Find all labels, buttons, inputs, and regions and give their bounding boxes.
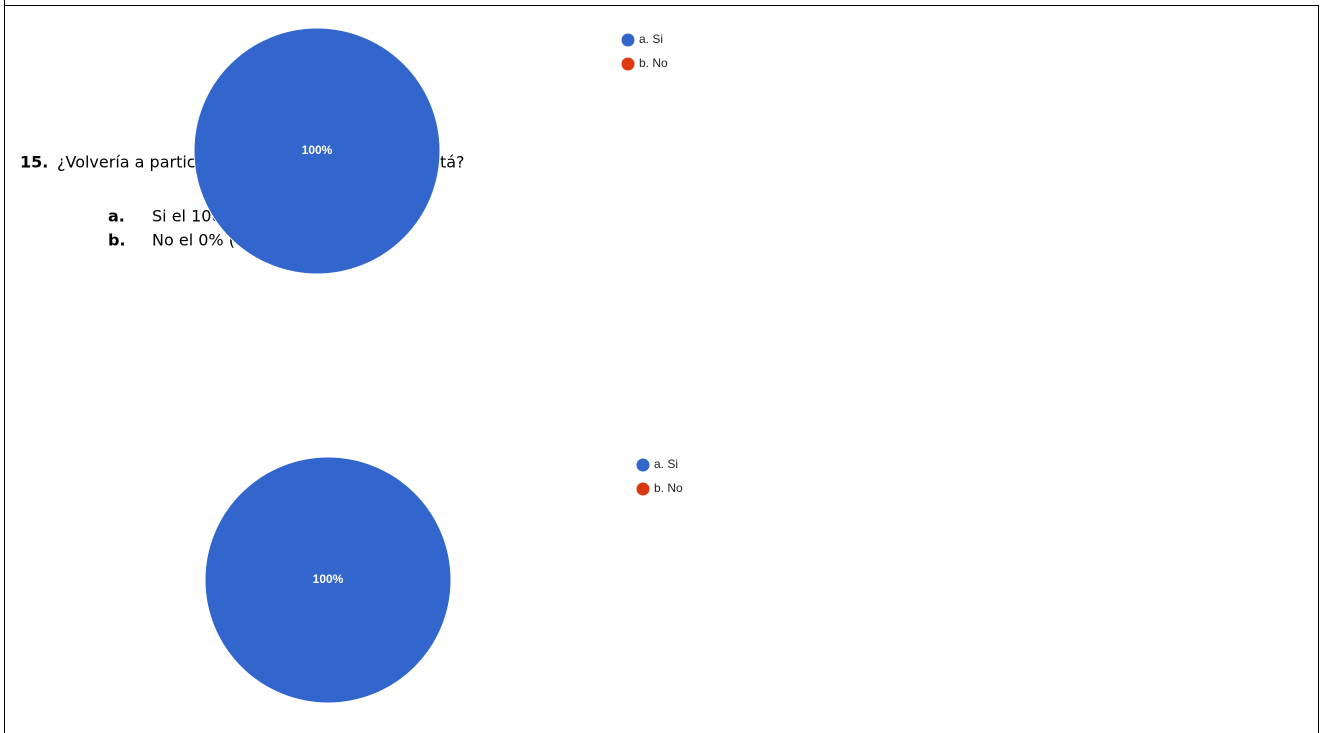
legend-label: b. No: [654, 481, 683, 495]
legend-marker: [636, 458, 650, 472]
legend-label: a. Si: [639, 32, 663, 46]
legend-marker: [621, 57, 635, 71]
option-letter: a.: [108, 207, 125, 226]
legend-label: a. Si: [654, 457, 678, 471]
legend-label: b. No: [639, 56, 668, 70]
pie-slice: [204, 456, 452, 704]
option-text: No el 0% (0): [152, 231, 251, 250]
legend-marker: [636, 482, 650, 496]
question-number: 15.: [20, 153, 48, 172]
pie-slice: [193, 27, 441, 275]
option-letter: b.: [108, 231, 126, 250]
data-label: 100%: [302, 143, 333, 157]
data-label: 100%: [313, 572, 344, 586]
legend-marker: [621, 33, 635, 47]
